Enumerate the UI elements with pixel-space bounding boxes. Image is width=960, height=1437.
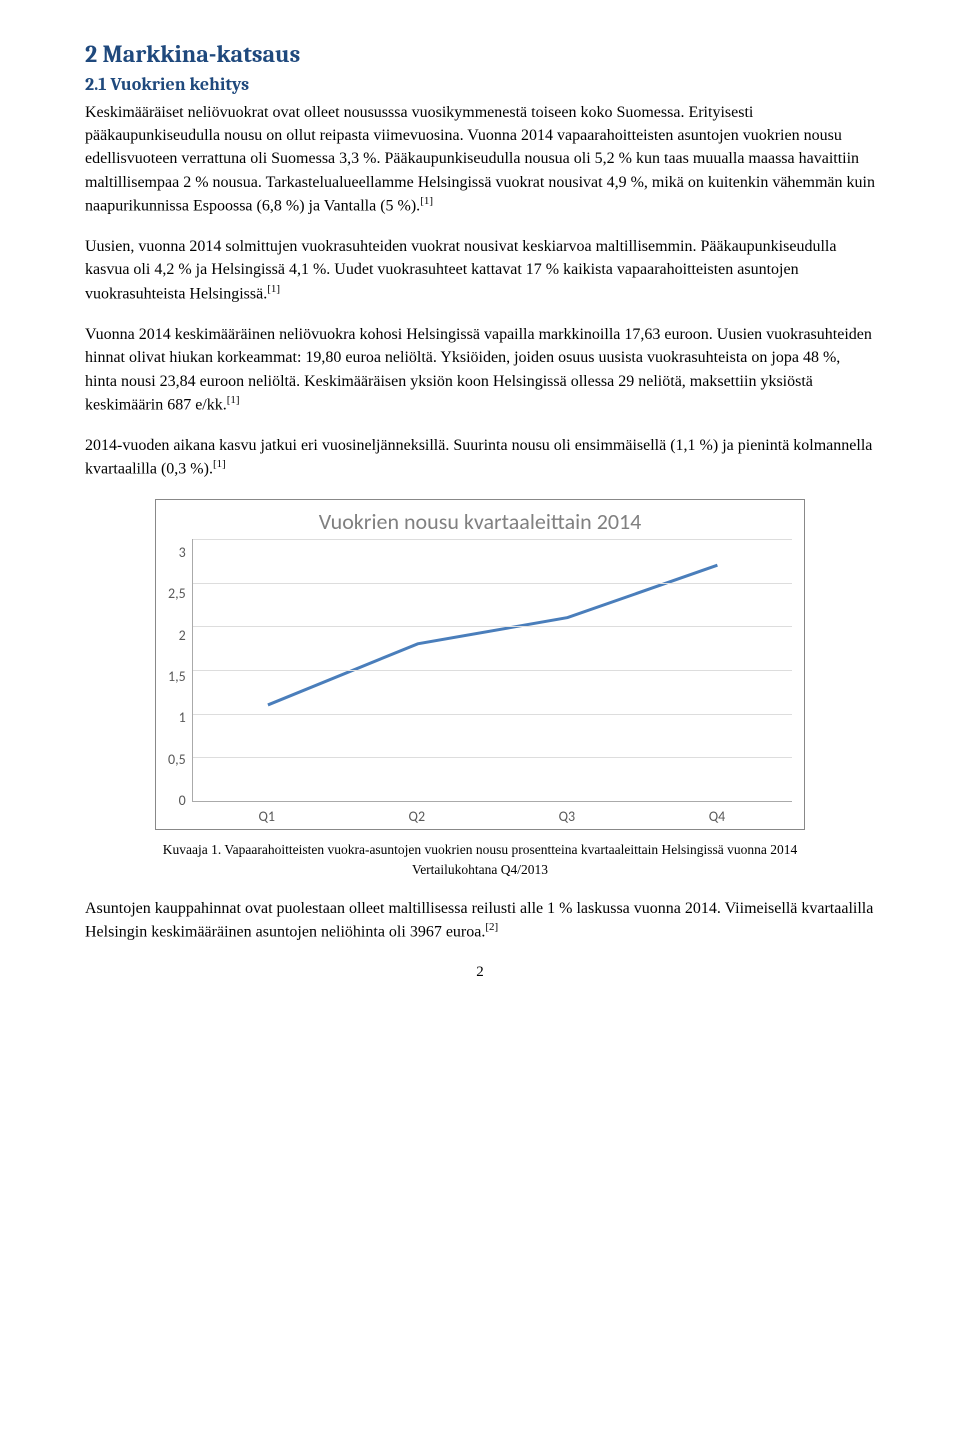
- citation-2: [2]: [485, 921, 498, 933]
- chart-container: Vuokrien nousu kvartaaleittain 2014 3 2,…: [155, 499, 805, 830]
- citation-1: [1]: [267, 283, 280, 295]
- x-tick: Q3: [492, 808, 642, 825]
- grid-line: [193, 626, 792, 627]
- y-tick: 0: [179, 794, 186, 808]
- y-tick: 2: [179, 629, 186, 643]
- citation-1: [1]: [227, 394, 240, 406]
- chart-plot-area: [192, 539, 792, 802]
- chart-y-axis: 3 2,5 2 1,5 1 0,5 0: [168, 539, 192, 801]
- paragraph-5: Asuntojen kauppahinnat ovat puolestaan o…: [85, 897, 875, 944]
- paragraph-4: 2014-vuoden aikana kasvu jatkui eri vuos…: [85, 434, 875, 481]
- chart-x-axis: Q1 Q2 Q3 Q4: [192, 802, 792, 825]
- x-tick: Q4: [642, 808, 792, 825]
- grid-line: [193, 714, 792, 715]
- citation-1: [1]: [213, 458, 226, 470]
- chart-caption: Kuvaaja 1. Vapaarahoitteisten vuokra-asu…: [85, 840, 875, 879]
- y-tick: 1: [179, 711, 186, 725]
- grid-line: [193, 539, 792, 540]
- y-tick: 1,5: [168, 670, 186, 684]
- grid-line: [193, 583, 792, 584]
- y-tick: 0,5: [168, 753, 186, 767]
- paragraph-2: Uusien, vuonna 2014 solmittujen vuokrasu…: [85, 235, 875, 305]
- paragraph-1: Keskimääräiset neliövuokrat ovat olleet …: [85, 101, 875, 217]
- x-tick: Q2: [342, 808, 492, 825]
- y-tick: 2,5: [168, 587, 186, 601]
- x-tick: Q1: [192, 808, 342, 825]
- grid-line: [193, 757, 792, 758]
- paragraph-3: Vuonna 2014 keskimääräinen neliövuokra k…: [85, 323, 875, 416]
- heading-2: 2.1 Vuokrien kehitys: [85, 74, 875, 95]
- chart-title: Vuokrien nousu kvartaaleittain 2014: [168, 508, 792, 535]
- page-number: 2: [85, 964, 875, 981]
- heading-1: 2 Markkina-katsaus: [85, 40, 875, 68]
- grid-line: [193, 670, 792, 671]
- y-tick: 3: [179, 546, 186, 560]
- citation-1: [1]: [420, 195, 433, 207]
